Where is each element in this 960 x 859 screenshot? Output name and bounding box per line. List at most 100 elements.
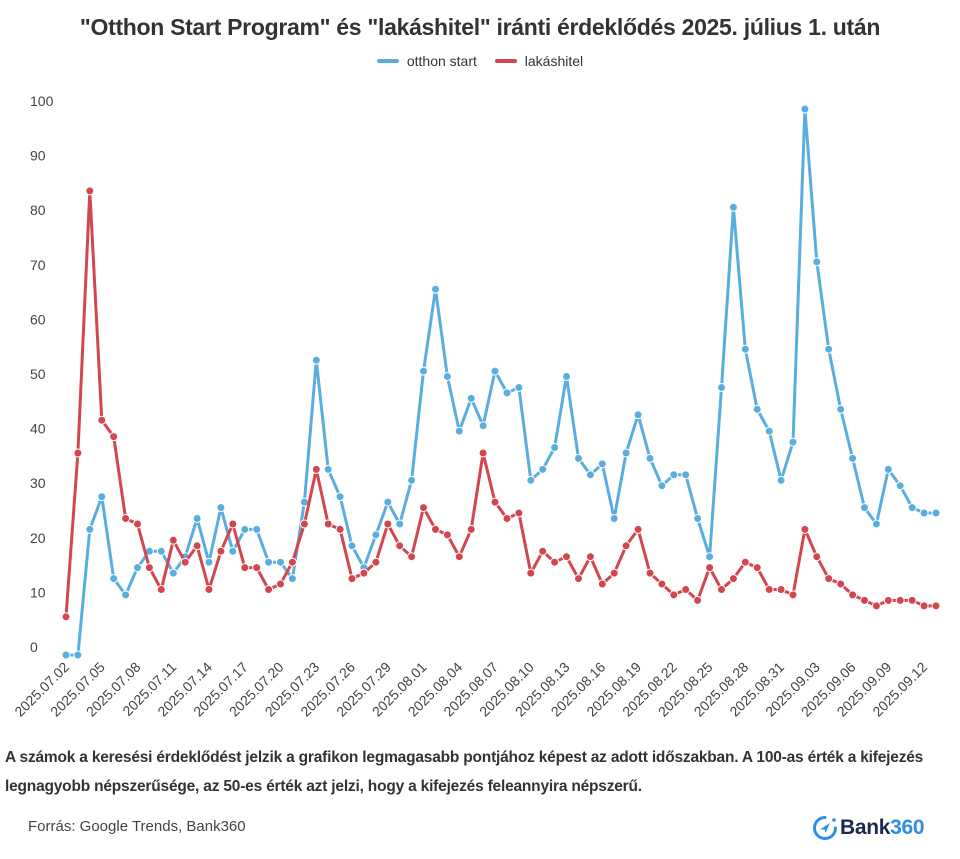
source-text: Forrás: Google Trends, Bank360 — [28, 818, 246, 835]
data-point-lakashitel — [323, 519, 333, 529]
data-point-lakashitel — [133, 519, 142, 529]
data-point-lakashitel — [657, 579, 667, 589]
data-point-otthon-start — [454, 426, 464, 436]
y-tick-label: 60 — [30, 311, 46, 327]
data-point-otthon-start — [597, 459, 607, 469]
legend-item-otthon-start: otthon start — [376, 53, 477, 69]
data-point-lakashitel — [633, 524, 643, 534]
data-point-otthon-start — [311, 355, 321, 365]
data-point-otthon-start — [705, 552, 715, 562]
data-point-lakashitel — [848, 590, 858, 600]
data-point-otthon-start — [347, 541, 357, 551]
data-point-lakashitel — [454, 552, 464, 562]
data-point-otthon-start — [871, 519, 881, 529]
data-point-lakashitel — [526, 568, 536, 578]
data-point-lakashitel — [85, 186, 95, 196]
data-point-lakashitel — [180, 557, 190, 567]
data-point-lakashitel — [431, 524, 440, 534]
data-point-otthon-start — [907, 503, 917, 513]
data-point-otthon-start — [240, 524, 250, 534]
data-point-otthon-start — [85, 524, 95, 534]
data-point-otthon-start — [526, 475, 536, 485]
data-point-lakashitel — [907, 595, 917, 605]
data-point-lakashitel — [919, 601, 929, 611]
data-point-lakashitel — [860, 595, 869, 605]
data-point-otthon-start — [109, 574, 119, 584]
data-point-lakashitel — [883, 595, 893, 605]
data-point-otthon-start — [371, 530, 381, 540]
data-point-lakashitel — [371, 557, 381, 567]
data-point-otthon-start — [97, 492, 107, 502]
data-point-lakashitel — [812, 552, 822, 562]
data-point-otthon-start — [752, 404, 762, 414]
data-point-otthon-start — [717, 383, 726, 392]
legend-swatch-lakashitel — [494, 59, 517, 63]
data-point-otthon-start — [836, 404, 846, 414]
legend: otthon start lakáshitel — [0, 50, 960, 69]
data-point-lakashitel — [121, 514, 131, 523]
y-tick-label: 40 — [30, 421, 46, 437]
data-point-otthon-start — [335, 492, 345, 502]
data-point-otthon-start — [812, 257, 822, 267]
data-point-lakashitel — [597, 579, 607, 589]
data-point-otthon-start — [490, 366, 500, 376]
data-point-lakashitel — [240, 563, 250, 573]
data-point-lakashitel — [156, 585, 166, 594]
y-axis: 0 10 20 30 40 50 60 70 80 90 100 — [30, 93, 54, 655]
data-point-otthon-start — [287, 574, 297, 584]
data-point-otthon-start — [133, 563, 142, 573]
data-point-otthon-start — [323, 464, 333, 474]
line-chart: 0 10 20 30 40 50 60 70 80 90 100 2025.07.022025.07… — [11, 93, 941, 720]
logo-text-bank: Bank — [840, 816, 891, 839]
data-point-otthon-start — [407, 475, 417, 485]
data-point-otthon-start — [788, 437, 798, 447]
data-point-otthon-start — [192, 514, 202, 523]
legend-swatch-otthon-start — [376, 59, 399, 63]
data-point-otthon-start — [621, 448, 631, 458]
series-otthon-start — [61, 104, 941, 660]
chart-title: "Otthon Start Program" és "lakáshitel" i… — [79, 14, 881, 40]
data-point-otthon-start — [121, 590, 131, 600]
data-point-lakashitel — [836, 579, 846, 589]
chart-note: A számok a keresési érdeklődést jelzik a… — [5, 749, 924, 795]
data-point-otthon-start — [776, 475, 786, 485]
data-point-otthon-start — [740, 344, 750, 354]
data-point-otthon-start — [562, 372, 571, 381]
y-tick-label: 50 — [30, 366, 46, 382]
data-point-lakashitel — [216, 546, 226, 556]
data-point-lakashitel — [395, 541, 405, 551]
data-point-otthon-start — [764, 426, 774, 436]
data-point-lakashitel — [931, 601, 941, 611]
y-tick-label: 0 — [30, 639, 38, 655]
data-point-lakashitel — [800, 524, 810, 534]
data-point-otthon-start — [633, 410, 643, 420]
data-point-lakashitel — [347, 574, 357, 584]
data-point-lakashitel — [585, 552, 595, 562]
data-point-otthon-start — [73, 650, 83, 660]
data-point-otthon-start — [466, 393, 476, 403]
data-point-lakashitel — [204, 585, 214, 594]
data-point-lakashitel — [442, 530, 452, 540]
data-point-otthon-start — [478, 421, 488, 431]
data-point-lakashitel — [502, 514, 512, 523]
data-point-lakashitel — [562, 552, 571, 562]
data-point-otthon-start — [204, 557, 214, 567]
data-point-otthon-start — [681, 470, 691, 480]
data-point-otthon-start — [669, 470, 679, 480]
data-point-lakashitel — [776, 585, 786, 594]
data-point-lakashitel — [609, 568, 619, 578]
data-point-lakashitel — [550, 557, 560, 567]
data-point-otthon-start — [645, 453, 655, 463]
data-point-otthon-start — [693, 514, 703, 523]
data-point-otthon-start — [585, 470, 595, 480]
data-point-lakashitel — [192, 541, 202, 551]
data-point-lakashitel — [740, 557, 750, 567]
data-point-lakashitel — [383, 519, 393, 529]
data-point-lakashitel — [574, 574, 583, 584]
data-point-otthon-start — [228, 546, 238, 556]
data-point-otthon-start — [442, 372, 452, 381]
data-point-lakashitel — [73, 448, 83, 458]
legend-item-lakashitel: lakáshitel — [494, 53, 583, 69]
data-point-otthon-start — [848, 453, 858, 463]
data-point-lakashitel — [764, 585, 774, 594]
